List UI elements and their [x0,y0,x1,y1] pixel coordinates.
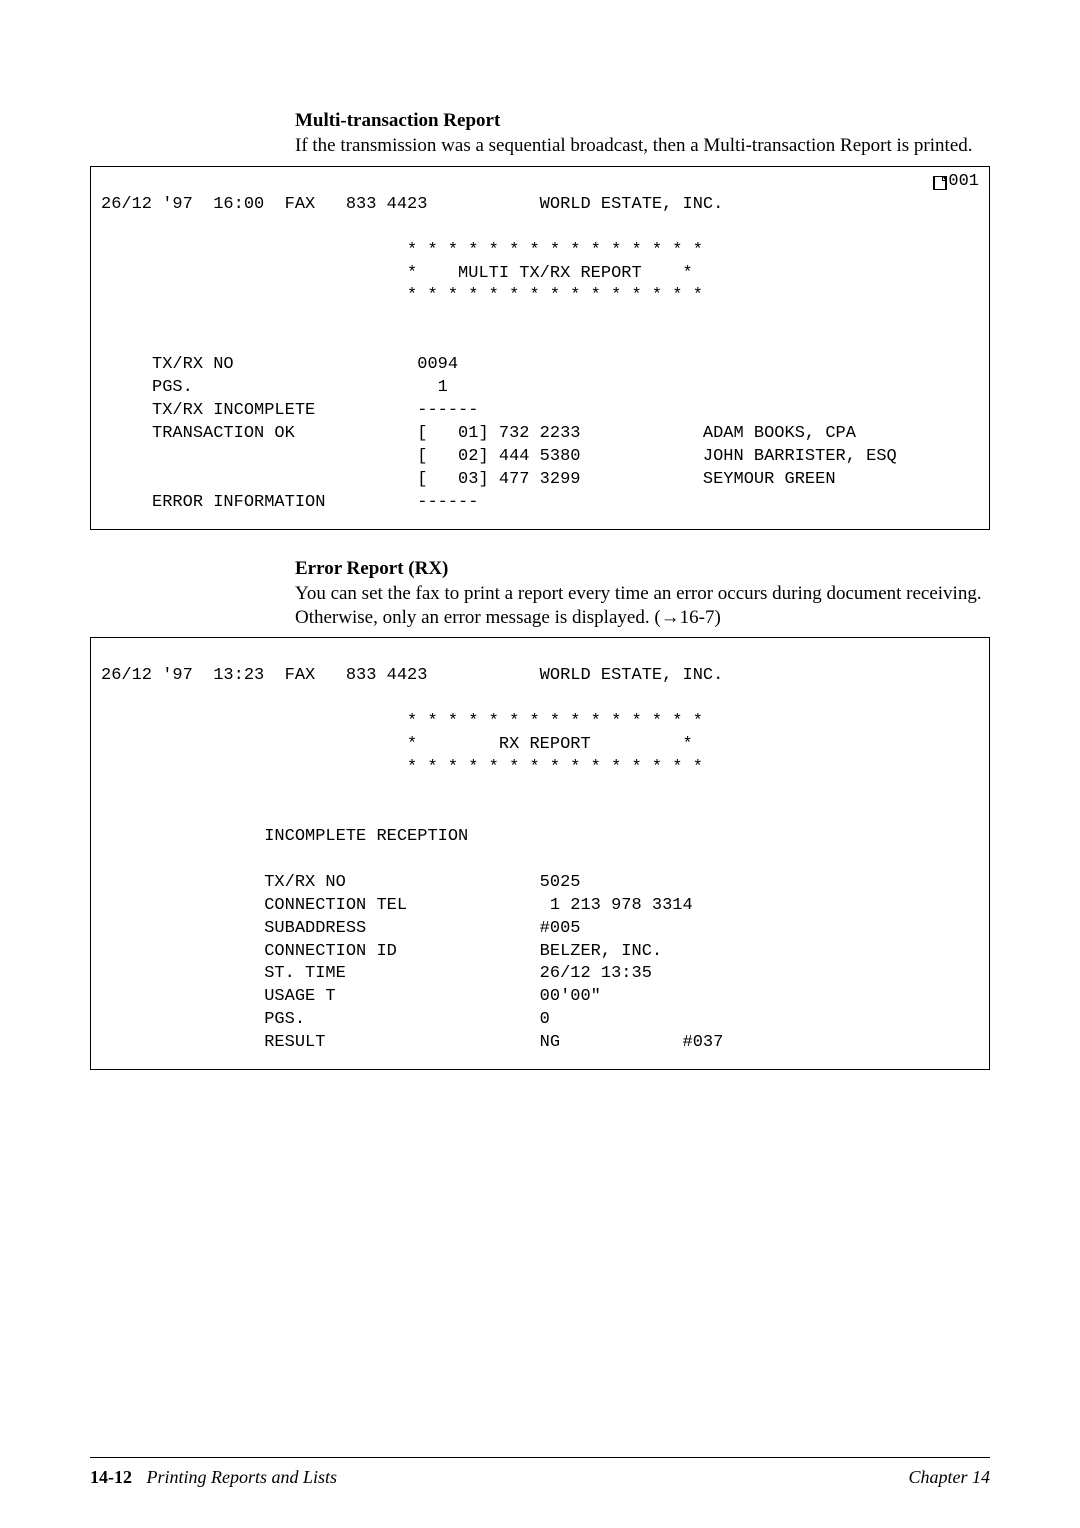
report2-title: * RX REPORT * [101,735,693,754]
footer-chapter: Chapter 14 [908,1467,990,1488]
report2-row: PGS. 0 [101,1010,550,1029]
footer-page-number: 14-12 [90,1467,132,1487]
report1-star-bot: * * * * * * * * * * * * * * * [101,286,703,305]
report1-row: ERROR INFORMATION ------ [101,493,478,512]
report1-star-top: * * * * * * * * * * * * * * * [101,241,703,260]
report1-header: 26/12 '97 16:00 FAX 833 4423 WORLD ESTAT… [101,195,723,214]
report2-sub: INCOMPLETE RECEPTION [101,827,468,846]
report2-star-bot: * * * * * * * * * * * * * * * [101,758,703,777]
report2-row: RESULT NG #037 [101,1033,723,1052]
error-report-intro: Error Report (RX) You can set the fax to… [295,558,990,630]
report2-row: SUBADDRESS #005 [101,919,580,938]
multi-transaction-intro: Multi-transaction Report If the transmis… [295,110,990,158]
page-footer: 14-12 Printing Reports and Lists Chapter… [90,1467,990,1488]
footer-title: Printing Reports and Lists [147,1467,338,1487]
report1-row: [ 02] 444 5380 JOHN BARRISTER, ESQ [101,447,897,466]
report2-star-top: * * * * * * * * * * * * * * * [101,712,703,731]
report1-row: TX/RX INCOMPLETE ------ [101,401,478,420]
error-report-heading: Error Report (RX) [295,558,990,580]
multi-transaction-heading: Multi-transaction Report [295,110,990,132]
report2-header: 26/12 '97 13:23 FAX 833 4423 WORLD ESTAT… [101,666,723,685]
report1-row: PGS. 1 [101,378,448,397]
page-marker-icon: 001 [932,171,979,194]
report2-row: USAGE T 00'00" [101,987,601,1006]
report2-row: CONNECTION TEL 1 213 978 3314 [101,896,693,915]
multi-transaction-body: If the transmission was a sequential bro… [295,134,990,158]
report2-row: ST. TIME 26/12 13:35 [101,964,652,983]
report2-row: CONNECTION ID BELZER, INC. [101,942,662,961]
report2-row: TX/RX NO 5025 [101,873,580,892]
report1-row: TX/RX NO 0094 [101,355,458,374]
rx-report-box: 26/12 '97 13:23 FAX 833 4423 WORLD ESTAT… [90,637,990,1070]
error-report-body: You can set the fax to print a report ev… [295,582,990,630]
multi-tx-rx-report-box: 26/12 '97 16:00 FAX 833 4423 WORLD ESTAT… [90,166,990,530]
report1-row: TRANSACTION OK [ 01] 732 2233 ADAM BOOKS… [101,424,856,443]
report1-title: * MULTI TX/RX REPORT * [101,264,693,283]
footer-divider [90,1457,990,1458]
report1-row: [ 03] 477 3299 SEYMOUR GREEN [101,470,836,489]
